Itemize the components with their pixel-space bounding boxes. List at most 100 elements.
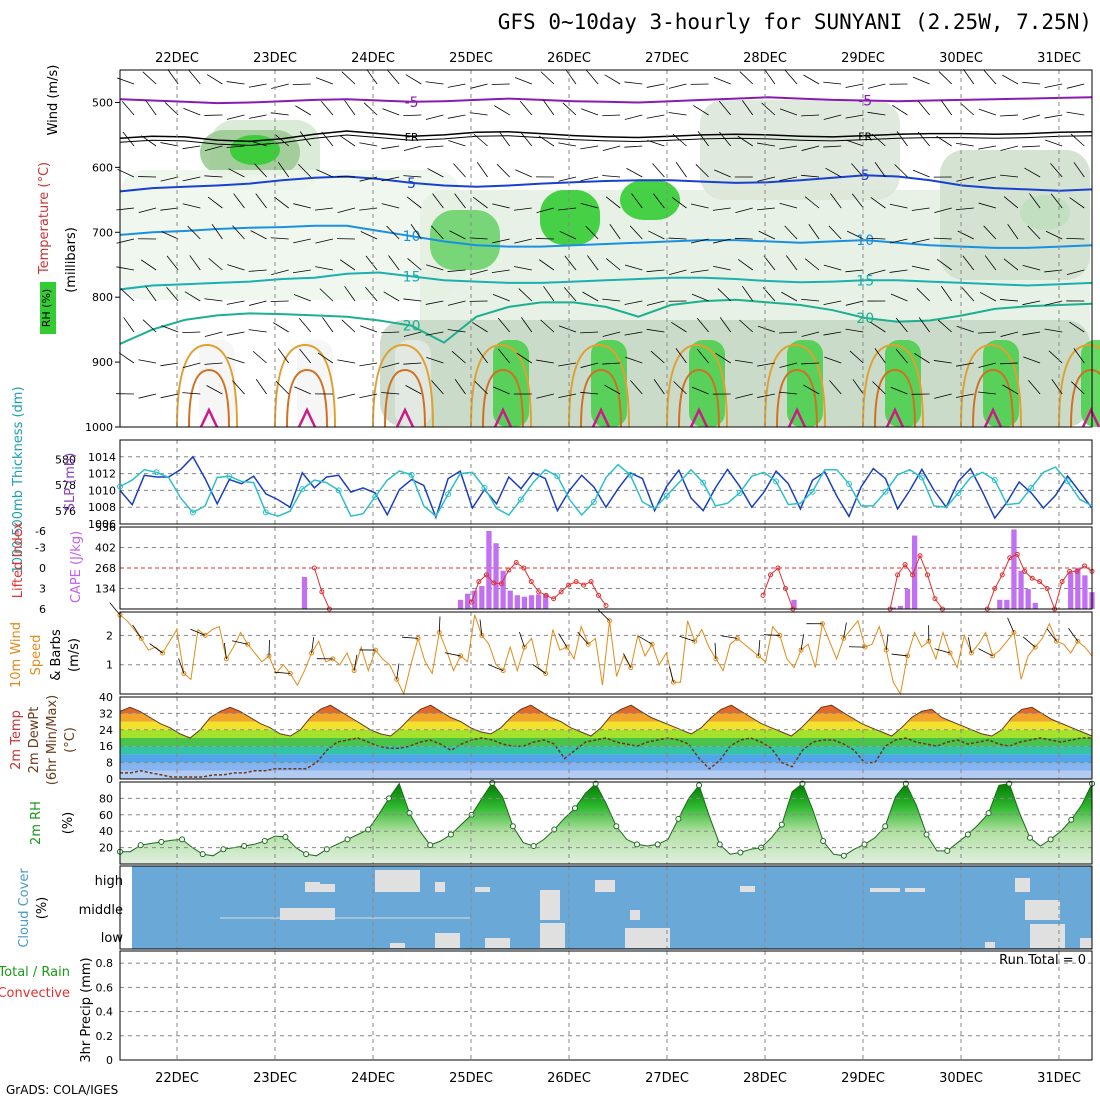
wind-barb xyxy=(204,175,223,178)
wind-barb xyxy=(254,163,267,178)
wind-barb xyxy=(447,329,466,333)
wind-barb xyxy=(160,393,179,399)
wind-barb xyxy=(1070,381,1085,395)
wind-barb xyxy=(936,259,952,271)
temp-cell-core-6 xyxy=(787,407,807,428)
wind-barb xyxy=(184,291,201,302)
wind-barb xyxy=(164,102,179,116)
wind-barb xyxy=(696,348,709,364)
wind-barb xyxy=(830,193,842,209)
wind-barb xyxy=(956,325,974,333)
wind-barb xyxy=(1066,269,1085,276)
wind-barb xyxy=(535,238,554,240)
wind-barb xyxy=(270,300,289,302)
wind-barb xyxy=(690,269,709,273)
cape-bar xyxy=(500,570,506,609)
temp-cell-outer-3 xyxy=(470,343,532,428)
temp-contour-label-10-1: 10 xyxy=(856,233,874,249)
cape-bar xyxy=(904,589,911,609)
date-top-1: 23DEC xyxy=(253,51,297,66)
wind10-barb xyxy=(190,628,206,636)
li-line xyxy=(889,554,943,610)
rh2m-point xyxy=(882,823,889,830)
cloud-block xyxy=(870,888,900,892)
rh-column-1 xyxy=(297,340,333,427)
temp-ylabel-unit: (°C) xyxy=(63,727,78,753)
wind-barb xyxy=(182,331,201,333)
wind-barb xyxy=(494,105,510,116)
date-top-3: 25DEC xyxy=(449,51,493,66)
wind-barb xyxy=(116,266,135,271)
wind-barb xyxy=(867,111,886,116)
wind-barb xyxy=(1000,174,1019,178)
temp-band-3 xyxy=(120,746,1092,755)
wind-barb xyxy=(204,298,223,302)
thick-point xyxy=(773,478,780,485)
wind-barb xyxy=(895,317,908,333)
wind-barb xyxy=(1027,225,1041,240)
wind-barb xyxy=(713,265,731,271)
wind-barb xyxy=(934,393,952,399)
wind-barb xyxy=(160,176,179,182)
temp-cell-core-7 xyxy=(885,407,905,428)
wind-barb xyxy=(227,357,245,364)
wind-barb xyxy=(166,255,179,271)
wind-point xyxy=(607,618,613,624)
temp-band-1 xyxy=(120,762,1092,771)
wind10-barb xyxy=(623,653,632,668)
temp-contour-10 xyxy=(119,224,1093,249)
temp-contour-label-15-0: 15 xyxy=(403,269,421,285)
wind-barb xyxy=(426,356,444,364)
cape-bar xyxy=(1025,589,1031,609)
wind-barb xyxy=(626,168,643,178)
wind-barb xyxy=(344,100,356,116)
wind-barb xyxy=(470,83,488,89)
wind-barb xyxy=(801,145,820,151)
cloud-block xyxy=(485,938,510,948)
wind-barb xyxy=(206,385,223,395)
rh2m-point xyxy=(158,838,165,845)
date-bottom-1: 23DEC xyxy=(253,1071,297,1086)
wind-barb xyxy=(454,379,466,395)
wind-barb xyxy=(270,112,289,116)
wind-point xyxy=(138,635,144,641)
wind-barb xyxy=(605,196,621,209)
wind-barb xyxy=(543,100,555,116)
wind10-barb xyxy=(1007,617,1015,633)
cape-bar xyxy=(301,577,308,609)
li-point xyxy=(910,572,916,578)
wind10-barb xyxy=(1068,628,1079,642)
wind-barb xyxy=(381,203,400,209)
wind-barb xyxy=(646,328,665,333)
wind-barb xyxy=(784,225,798,240)
rh-blob-11 xyxy=(940,150,1090,280)
upper-frame xyxy=(119,69,1093,428)
wind-barb xyxy=(294,386,311,395)
cloud-block xyxy=(375,870,420,892)
wind-point xyxy=(543,671,549,676)
wind-barb xyxy=(756,207,775,211)
thick-point xyxy=(517,496,524,503)
wind-barb xyxy=(609,224,621,240)
wind-barb xyxy=(359,142,378,147)
wind10-barb xyxy=(268,639,270,656)
rh-column-6 xyxy=(787,340,823,427)
li-tick-top: -6 xyxy=(35,525,46,538)
series-line-thick xyxy=(119,463,1093,518)
thick-point xyxy=(663,492,670,499)
cape-bar xyxy=(493,543,499,609)
temp-contour-label--5-1: -5 xyxy=(858,94,872,110)
wind-barb xyxy=(668,83,687,89)
wind-point xyxy=(1054,638,1060,644)
wind10-barb xyxy=(891,653,908,657)
cape-bar xyxy=(521,596,528,609)
wind-barb xyxy=(271,269,289,275)
wind-barb xyxy=(602,145,621,151)
date-top-6: 28DEC xyxy=(743,51,787,66)
cloud-level-low: low xyxy=(101,931,124,946)
wind-barb xyxy=(1002,74,1019,85)
wind-barb xyxy=(359,207,378,211)
wind-barb xyxy=(233,193,245,209)
wind-barb xyxy=(916,288,930,302)
wind-barb xyxy=(846,230,864,240)
